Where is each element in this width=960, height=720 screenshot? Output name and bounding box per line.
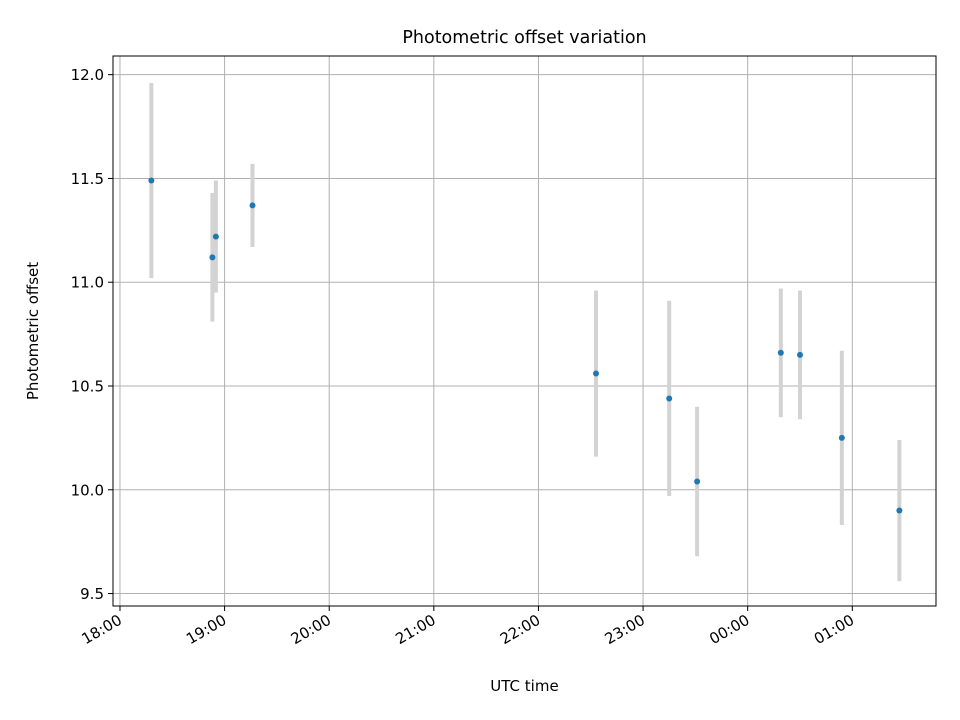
grid (113, 56, 936, 606)
data-point (666, 395, 673, 402)
data-point (796, 351, 803, 358)
data-point (838, 434, 845, 441)
data-points (148, 177, 903, 514)
plot-area-frame (112, 55, 937, 607)
chart-title: Photometric offset variation (402, 28, 646, 48)
y-tick-label: 9.5 (80, 585, 104, 603)
y-tick-label: 11.0 (71, 274, 104, 292)
data-point (148, 177, 155, 184)
y-tick-label: 12.0 (71, 66, 104, 84)
data-point (592, 370, 599, 377)
y-tick-label: 10.5 (71, 378, 104, 396)
y-axis: 9.5 10.0 10.5 11.0 11.5 12.0 (71, 66, 113, 603)
data-point (209, 254, 216, 261)
y-tick-label: 11.5 (71, 170, 104, 188)
data-point (777, 349, 784, 356)
data-point (694, 478, 701, 485)
y-tick-label: 10.0 (71, 481, 104, 499)
data-point (212, 233, 219, 240)
data-point (896, 507, 903, 514)
x-axis-title: UTC time (490, 677, 558, 695)
data-point (249, 202, 256, 209)
y-axis-title: Photometric offset (24, 262, 42, 400)
